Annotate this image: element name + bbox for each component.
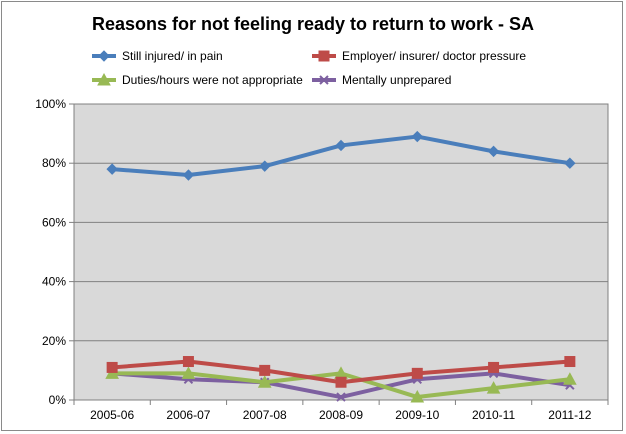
x-tick-label: 2005-06 <box>90 408 134 422</box>
y-tick-label: 100% <box>35 97 66 111</box>
legend-label: Employer/ insurer/ doctor pressure <box>342 49 526 63</box>
y-tick-label: 80% <box>42 156 66 170</box>
x-axis: 2005-06 2006-07 2007-08 2008-09 2009-10 2010-… <box>73 400 609 422</box>
series-diamond <box>106 130 576 181</box>
data-point <box>181 366 196 379</box>
data-point <box>411 367 423 379</box>
series-triangle <box>105 366 577 403</box>
legend-swatch-marker <box>98 50 110 62</box>
data-point <box>257 375 272 388</box>
data-point <box>335 139 347 152</box>
x-tick-label: 2007-08 <box>243 408 287 422</box>
legend-label: Mentally unprepared <box>342 73 451 87</box>
legend-item: Mentally unprepared <box>312 73 451 87</box>
chart-title: Reasons for not feeling ready to return … <box>92 14 534 34</box>
data-point <box>488 361 500 373</box>
data-point <box>410 389 425 403</box>
x-marker-stroke <box>319 75 329 85</box>
legend-swatch-marker <box>97 72 111 86</box>
legend-item: Still injured/ in pain <box>92 49 223 63</box>
legend-swatch-marker <box>318 50 330 62</box>
data-point <box>106 163 118 175</box>
legend-label: Still injured/ in pain <box>122 49 223 63</box>
x-tick-label: 2006-07 <box>166 408 210 422</box>
legend-item: Duties/hours were not appropriate <box>92 72 303 87</box>
x-tick-label: 2010-11 <box>472 408 515 422</box>
y-axis: 0% 20% 40% 60% 80% 100% <box>35 97 74 407</box>
data-point <box>106 361 118 373</box>
x-tick-label: 2011-12 <box>548 408 591 422</box>
data-point <box>564 356 576 368</box>
x-marker-stroke <box>336 392 346 402</box>
data-point <box>564 157 576 169</box>
data-point <box>336 392 346 402</box>
series-square <box>106 356 576 388</box>
x-tick-label: 2009-10 <box>395 408 439 422</box>
data-point <box>259 364 271 376</box>
data-point <box>563 372 577 385</box>
y-tick-label: 40% <box>42 275 66 289</box>
data-point <box>335 376 347 388</box>
gridlines <box>74 162 608 342</box>
legend-label: Duties/hours were not appropriate <box>122 73 303 87</box>
x-tick-label: 2008-09 <box>319 408 363 422</box>
data-point <box>182 169 195 181</box>
data-point <box>182 356 194 368</box>
legend-item: Employer/ insurer/ doctor pressure <box>312 49 526 63</box>
data-point <box>486 381 501 394</box>
data-point <box>411 130 423 143</box>
y-tick-label: 0% <box>49 393 67 407</box>
legend-swatch-marker <box>319 75 329 85</box>
data-point <box>487 145 500 158</box>
series-layer <box>105 130 577 403</box>
y-tick-label: 20% <box>42 334 66 348</box>
legend: Still injured/ in pain Employer/ insurer/… <box>92 49 526 87</box>
y-tick-label: 60% <box>42 215 66 229</box>
data-point <box>259 160 271 172</box>
